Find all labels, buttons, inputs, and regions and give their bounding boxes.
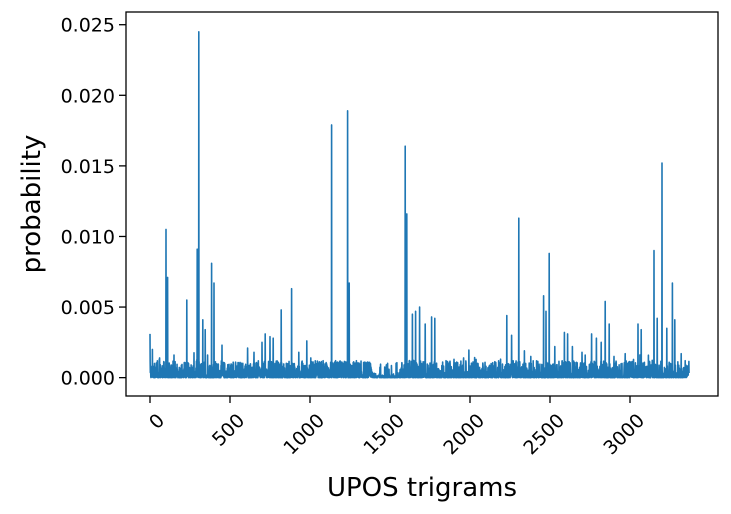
y-tick-label: 0.005 xyxy=(61,297,115,319)
y-tick-label: 0.020 xyxy=(61,85,115,107)
y-tick-label: 0.025 xyxy=(61,15,115,37)
plot-series xyxy=(149,30,690,379)
probability-series-line xyxy=(149,30,690,379)
y-tick-label: 0.010 xyxy=(61,226,115,248)
y-axis-label: probability xyxy=(17,135,47,274)
y-tick-label: 0.015 xyxy=(61,156,115,178)
plot-frame xyxy=(125,11,719,397)
x-axis-label: UPOS trigrams xyxy=(327,473,517,503)
y-axis: 0.000 0.005 0.010 0.015 0.020 0.025 xyxy=(61,15,126,390)
y-tick-label: 0.000 xyxy=(61,368,115,390)
